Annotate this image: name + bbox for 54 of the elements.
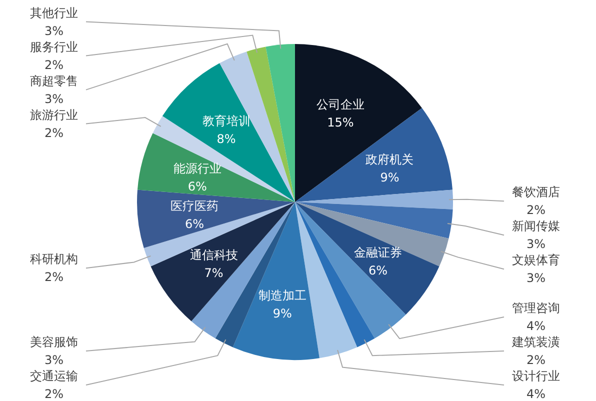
pie-slice	[162, 63, 295, 202]
slice-label: 文娱体育	[512, 253, 560, 268]
pie-slice	[137, 190, 295, 248]
slice-label: 金融证券	[354, 246, 402, 260]
slice-label: 能源行业	[173, 162, 222, 176]
data-label: 8%	[216, 132, 236, 146]
slice-label: 管理咨询	[512, 301, 560, 315]
slice-label: 教育培训	[202, 114, 250, 128]
pie-slice	[295, 202, 440, 315]
slice-label: 商超零售	[30, 74, 78, 88]
data-label: 2%	[44, 126, 64, 140]
slice-label: 通信科技	[190, 248, 238, 262]
slice-label: 医疗医药	[170, 198, 218, 213]
slice-label: 公司企业	[316, 98, 364, 112]
data-label: 3%	[44, 353, 64, 367]
pie-slice	[295, 202, 449, 266]
pie-slice	[295, 190, 453, 210]
pie-slice	[150, 202, 295, 322]
pie-slice	[295, 202, 453, 239]
pie-slice	[295, 202, 406, 338]
data-label: 3%	[526, 271, 546, 286]
data-label: 2%	[44, 270, 64, 284]
data-label: 2%	[526, 203, 546, 218]
data-label: 9%	[380, 170, 400, 185]
data-label: 2%	[526, 353, 546, 367]
slice-label: 新闻传媒	[512, 219, 560, 234]
pie-slice	[295, 44, 422, 202]
slice-label: 服务行业	[30, 40, 78, 54]
data-label: 9%	[272, 306, 292, 320]
slice-label: 政府机关	[366, 152, 414, 167]
data-label: 2%	[44, 387, 64, 401]
pie-slice	[137, 133, 295, 202]
data-label: 3%	[44, 92, 64, 106]
pie-slice	[152, 116, 295, 202]
slice-label: 制造加工	[258, 288, 306, 302]
slice-label: 其他行业	[30, 6, 78, 20]
data-label: 6%	[184, 216, 204, 231]
data-label: 15%	[327, 116, 354, 130]
data-label: 3%	[44, 24, 64, 38]
data-label: 6%	[188, 180, 207, 194]
slice-label: 交通运输	[30, 369, 78, 383]
slice-label: 建筑装潢	[511, 335, 560, 349]
data-label: 6%	[368, 264, 388, 278]
data-label: 7%	[204, 266, 224, 280]
data-label: 4%	[526, 387, 546, 401]
slice-label: 科研机构	[30, 252, 78, 266]
slice-label: 旅游行业	[30, 108, 78, 122]
data-label: 4%	[526, 319, 546, 333]
data-label: 2%	[44, 58, 64, 72]
slice-label: 餐饮酒店	[512, 185, 560, 200]
pie-slice	[266, 44, 295, 202]
slice-label: 美容服饰	[30, 335, 78, 349]
data-label: 3%	[526, 237, 546, 252]
slice-label: 设计行业	[512, 369, 560, 383]
